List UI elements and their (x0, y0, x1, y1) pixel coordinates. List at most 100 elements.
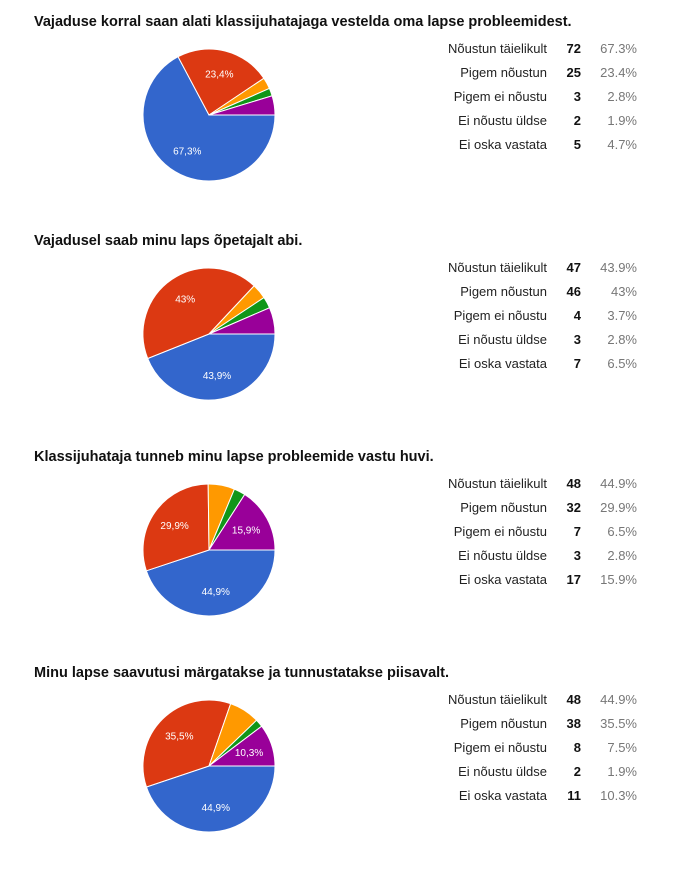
response-row: Pigem ei nõustu 3 2.8% (400, 84, 637, 108)
response-percent: 3.7% (607, 307, 637, 323)
response-label: Ei oska vastata (458, 136, 547, 152)
slice-label: 23,4% (205, 70, 233, 81)
response-label: Pigem ei nõustu (453, 523, 547, 539)
response-row: Ei nõustu üldse 2 1.9% (400, 108, 637, 132)
response-label: Ei oska vastata (458, 571, 547, 587)
slice-label: 43,9% (203, 371, 231, 382)
response-percent: 67.3% (600, 40, 637, 56)
response-row: Ei nõustu üldse 3 2.8% (400, 543, 637, 567)
response-label: Nõustun täielikult (448, 691, 547, 707)
response-percent: 6.5% (607, 523, 637, 539)
question-title: Vajaduse korral saan alati klassijuhataj… (34, 14, 572, 30)
question-block-1: Vajaduse korral saan alati klassijuhataj… (0, 14, 695, 230)
response-row: Ei oska vastata 7 6.5% (400, 351, 637, 375)
slice-label: 44,9% (202, 803, 230, 814)
response-count: 3 (573, 547, 581, 563)
slice-label: 29,9% (160, 521, 188, 532)
response-label: Ei oska vastata (458, 787, 547, 803)
response-count: 48 (566, 475, 581, 491)
response-count: 2 (573, 112, 581, 128)
response-count: 47 (566, 259, 581, 275)
response-table: Nõustun täielikult 47 43.9% Pigem nõustu… (400, 255, 637, 375)
pie-slice-ei-oska-vastata (207, 725, 276, 767)
response-percent: 6.5% (607, 355, 637, 371)
response-row: Nõustun täielikult 48 44.9% (400, 687, 637, 711)
response-row: Ei nõustu üldse 3 2.8% (400, 327, 637, 351)
pie-slice-pigem-n-ustun (177, 48, 265, 116)
slice-label: 10,3% (235, 748, 263, 759)
response-label: Pigem nõustun (460, 715, 547, 731)
slice-label: 35,5% (165, 731, 193, 742)
response-percent: 15.9% (600, 571, 637, 587)
question-block-2: Vajadusel saab minu laps õpetajalt abi. … (0, 233, 695, 449)
response-row: Ei nõustu üldse 2 1.9% (400, 759, 637, 783)
response-label: Nõustun täielikult (448, 475, 547, 491)
response-row: Ei oska vastata 17 15.9% (400, 567, 637, 591)
response-table: Nõustun täielikult 48 44.9% Pigem nõustu… (400, 471, 637, 591)
response-label: Ei nõustu üldse (458, 331, 547, 347)
pie-slice-ei-oska-vastata (208, 493, 276, 551)
response-count: 11 (567, 787, 581, 803)
slice-label: 15,9% (232, 525, 260, 536)
pie-chart: 44,9% 29,9% 15,9% (142, 483, 276, 617)
response-count: 8 (573, 739, 581, 755)
response-label: Pigem nõustun (460, 64, 547, 80)
response-percent: 44.9% (600, 691, 637, 707)
response-percent: 29.9% (600, 499, 637, 515)
response-percent: 35.5% (600, 715, 637, 731)
response-label: Pigem ei nõustu (453, 307, 547, 323)
response-count: 25 (566, 64, 581, 80)
response-percent: 10.3% (600, 787, 637, 803)
pie-slice-n-ustun-t-ielikult (142, 56, 276, 182)
pie-slice-ei-oska-vastata (208, 95, 276, 116)
response-count: 5 (573, 136, 581, 152)
response-count: 3 (573, 331, 581, 347)
response-row: Nõustun täielikult 48 44.9% (400, 471, 637, 495)
response-label: Nõustun täielikult (448, 40, 547, 56)
response-label: Ei oska vastata (458, 355, 547, 371)
question-block-4: Minu lapse saavutusi märgatakse ja tunnu… (0, 665, 695, 881)
response-row: Nõustun täielikult 72 67.3% (400, 36, 637, 60)
question-title: Klassijuhataja tunneb minu lapse problee… (34, 449, 434, 465)
response-row: Pigem nõustun 38 35.5% (400, 711, 637, 735)
response-count: 2 (573, 763, 581, 779)
response-count: 38 (566, 715, 581, 731)
response-row: Ei oska vastata 5 4.7% (400, 132, 637, 156)
response-percent: 7.5% (607, 739, 637, 755)
question-block-3: Klassijuhataja tunneb minu lapse problee… (0, 449, 695, 665)
response-row: Pigem ei nõustu 4 3.7% (400, 303, 637, 327)
slice-label: 43% (175, 295, 195, 306)
response-label: Nõustun täielikult (448, 259, 547, 275)
response-row: Pigem nõustun 32 29.9% (400, 495, 637, 519)
response-row: Pigem nõustun 46 43% (400, 279, 637, 303)
response-label: Pigem nõustun (460, 283, 547, 299)
pie-slice-pigem-n-ustun (142, 483, 210, 572)
response-table: Nõustun täielikult 72 67.3% Pigem nõustu… (400, 36, 637, 156)
pie-slice-ei-oska-vastata (208, 307, 276, 335)
response-count: 3 (573, 88, 581, 104)
response-row: Pigem ei nõustu 8 7.5% (400, 735, 637, 759)
response-count: 46 (566, 283, 581, 299)
response-count: 32 (566, 499, 581, 515)
response-label: Pigem ei nõustu (453, 739, 547, 755)
response-table: Nõustun täielikult 48 44.9% Pigem nõustu… (400, 687, 637, 807)
response-label: Ei nõustu üldse (458, 112, 547, 128)
pie-slice-pigem-n-ustun (142, 267, 255, 360)
pie-slice-n-ustun-t-ielikult (145, 549, 276, 617)
response-row: Pigem nõustun 25 23.4% (400, 60, 637, 84)
response-count: 7 (573, 523, 581, 539)
response-count: 7 (573, 355, 581, 371)
response-label: Ei nõustu üldse (458, 547, 547, 563)
question-title: Minu lapse saavutusi märgatakse ja tunnu… (34, 665, 450, 681)
slice-label: 67,3% (173, 147, 201, 158)
slice-label: 44,9% (202, 587, 230, 598)
response-percent: 43.9% (600, 259, 637, 275)
response-label: Pigem ei nõustu (453, 88, 547, 104)
response-percent: 2.8% (607, 547, 637, 563)
response-percent: 44.9% (600, 475, 637, 491)
response-row: Nõustun täielikult 47 43.9% (400, 255, 637, 279)
response-percent: 2.8% (607, 331, 637, 347)
response-percent: 1.9% (607, 112, 637, 128)
response-label: Pigem nõustun (460, 499, 547, 515)
response-row: Pigem ei nõustu 7 6.5% (400, 519, 637, 543)
